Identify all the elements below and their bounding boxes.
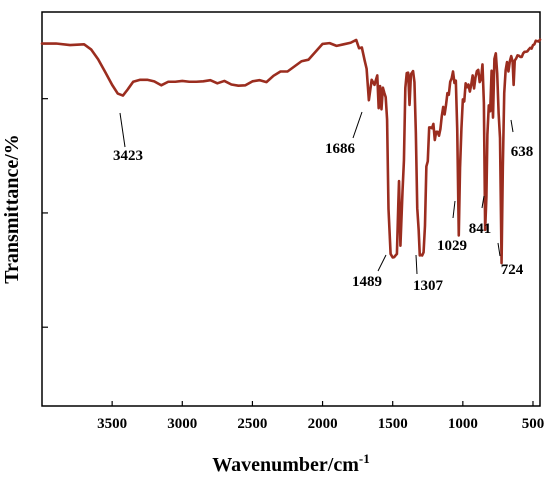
peak-leader-line: [119, 112, 126, 148]
peak-label: 1307: [413, 278, 444, 294]
peak-leader-line: [452, 200, 456, 219]
peak-leader-line: [377, 254, 387, 272]
x-tick-label: 2500: [237, 416, 267, 432]
x-tick-label: 500: [522, 416, 545, 432]
peak-label: 841: [469, 221, 492, 237]
x-tick-label: 3500: [97, 416, 127, 432]
peak-label: 1686: [325, 141, 356, 157]
peak-leader-line: [510, 119, 514, 133]
spectrum-line: [40, 38, 542, 265]
peak-label: 3423: [113, 148, 143, 164]
y-axis-title: Transmittance/%: [1, 134, 23, 284]
peak-leader-line: [497, 242, 501, 257]
peak-leader-line: [352, 111, 363, 139]
x-tick-label: 3000: [167, 416, 197, 432]
plot-frame: [41, 11, 541, 407]
x-axis-title-superscript: -1: [359, 451, 370, 466]
peak-label: 638: [511, 144, 534, 160]
peak-label: 724: [501, 262, 524, 278]
x-axis-title-text: Wavenumber/cm: [212, 454, 359, 476]
x-tick-label: 1000: [448, 416, 478, 432]
peak-leader-line: [481, 195, 485, 209]
peak-label: 1489: [352, 274, 382, 290]
x-tick-label: 2000: [308, 416, 338, 432]
y-axis-ticks: [42, 98, 48, 328]
peak-label: 1029: [437, 238, 467, 254]
x-axis-title: Wavenumber/cm-1: [212, 451, 370, 476]
x-axis-ticks: 3500 3000 2500 2000 1500 1000 500: [97, 401, 544, 432]
x-tick-label: 1500: [378, 416, 408, 432]
peak-leader-line: [415, 254, 418, 275]
